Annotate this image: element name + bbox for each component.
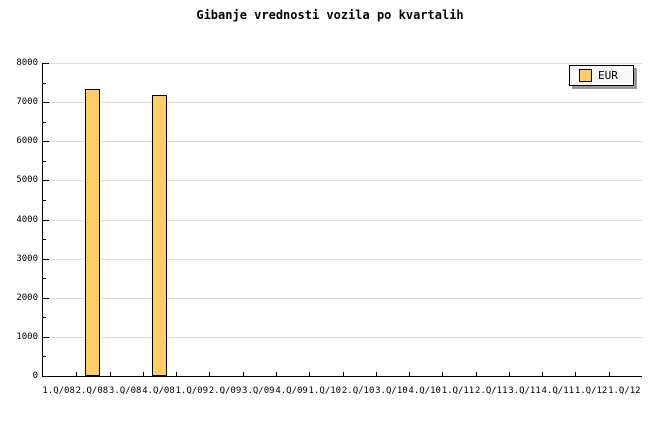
chart-title: Gibanje vrednosti vozila po kvartalih — [196, 8, 464, 22]
x-axis-tick — [343, 372, 344, 376]
gridline — [43, 63, 642, 64]
x-axis-tick — [276, 372, 277, 376]
x-axis-tick — [110, 372, 111, 376]
y-axis-tick — [43, 298, 49, 299]
x-axis-tick-label: 1.Q/09 — [175, 386, 208, 396]
gridline — [43, 102, 642, 103]
y-axis-tick — [43, 141, 49, 142]
legend-series-swatch — [579, 69, 592, 82]
x-axis-tick — [476, 372, 477, 376]
y-axis-minor-tick — [43, 356, 46, 357]
y-axis-tick-label: 6000 — [16, 136, 38, 146]
x-axis-tick — [209, 372, 210, 376]
x-axis-tick-label: 1.Q/08 — [42, 386, 75, 396]
y-axis-minor-tick — [43, 317, 46, 318]
x-axis-tick-label: 2.Q/08 — [75, 386, 109, 396]
y-axis-minor-tick — [43, 278, 46, 279]
x-axis-tick-label: 2.Q/10 — [341, 386, 375, 396]
x-axis-tick-label: 1.Q/12 — [608, 386, 641, 396]
y-axis-tick-label: 5000 — [16, 175, 38, 185]
x-axis-tick-label: 4.Q/10 — [408, 386, 441, 396]
y-axis-tick — [43, 376, 49, 377]
x-axis-tick-label: 3.Q/08 — [108, 386, 142, 396]
y-axis-tick-label: 8000 — [16, 58, 38, 68]
x-axis-tick-label: 4.Q/09 — [275, 386, 308, 396]
x-axis-tick — [143, 372, 144, 376]
x-axis-tick-label: 1.Q/10 — [308, 386, 342, 396]
gridline — [43, 298, 642, 299]
y-axis-tick — [43, 259, 49, 260]
x-axis-tick — [575, 372, 576, 376]
y-axis-tick — [43, 63, 49, 64]
x-axis-tick — [376, 372, 377, 376]
x-axis-tick-label: 3.Q/11 — [508, 386, 541, 396]
legend-series-label: EUR — [598, 69, 618, 82]
x-axis-tick — [176, 372, 177, 376]
y-axis-tick — [43, 220, 49, 221]
y-axis-tick — [43, 337, 49, 338]
x-axis-tick-label: 1.Q/11 — [441, 386, 475, 396]
y-axis-minor-tick — [43, 161, 46, 162]
x-axis-tick — [243, 372, 244, 376]
y-axis-tick-label: 1000 — [16, 332, 38, 342]
bar — [85, 89, 100, 376]
y-axis-tick-label: 3000 — [16, 254, 38, 264]
x-axis-tick — [76, 372, 77, 376]
y-axis-tick-label: 0 — [32, 371, 38, 381]
y-axis-tick — [43, 102, 49, 103]
bar — [152, 95, 167, 376]
x-axis-tick — [542, 372, 543, 376]
y-axis-minor-tick — [43, 239, 46, 240]
y-axis-minor-tick — [43, 122, 46, 123]
x-axis-tick-label: 4.Q/11 — [541, 386, 575, 396]
gridline — [43, 259, 642, 260]
x-axis-tick — [409, 372, 410, 376]
plot-area — [42, 63, 642, 377]
x-axis-tick-label: 3.Q/10 — [375, 386, 408, 396]
y-axis-tick-label: 2000 — [16, 293, 38, 303]
x-axis-tick-label: 2.Q/11 — [474, 386, 508, 396]
x-axis-tick-label: 3.Q/09 — [242, 386, 275, 396]
x-axis-tick-label: 1.Q/12 — [574, 386, 608, 396]
y-axis-tick-label: 4000 — [16, 215, 38, 225]
y-axis-tick — [43, 180, 49, 181]
y-axis-tick-label: 7000 — [16, 97, 38, 107]
x-axis-tick-label: 4.Q/08 — [142, 386, 175, 396]
gridline — [43, 141, 642, 142]
gridline — [43, 180, 642, 181]
legend[interactable]: EUR — [569, 65, 634, 86]
gridline — [43, 220, 642, 221]
x-axis-tick — [509, 372, 510, 376]
y-axis-minor-tick — [43, 200, 46, 201]
y-axis-minor-tick — [43, 83, 46, 84]
gridline — [43, 337, 642, 338]
x-axis-tick — [609, 372, 610, 376]
x-axis-tick — [309, 372, 310, 376]
x-axis-tick — [442, 372, 443, 376]
x-axis-tick-label: 2.Q/09 — [208, 386, 242, 396]
